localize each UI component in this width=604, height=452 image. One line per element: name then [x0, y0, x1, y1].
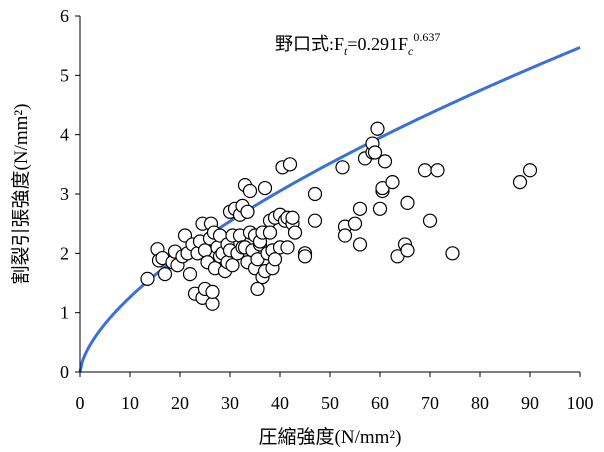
data-point	[400, 243, 415, 258]
data-point	[182, 267, 198, 282]
fit-curve-label: 野口式:Ft=0.291Fc0.637	[275, 30, 440, 58]
data-point	[430, 163, 445, 178]
data-point	[267, 252, 283, 267]
x-axis-title: 圧縮強度(N/mm²)	[259, 426, 402, 448]
x-tick-label: 100	[567, 393, 594, 413]
y-axis-ticks: 0 1 2 3 4 5 6	[60, 6, 80, 382]
data-point	[205, 284, 220, 299]
data-point	[240, 204, 255, 219]
y-tick-label: 1	[60, 303, 69, 323]
curve-label-sup: 0.637	[413, 30, 440, 44]
data-point	[280, 240, 295, 255]
data-point	[347, 216, 363, 231]
data-point	[225, 258, 240, 273]
data-point	[522, 163, 538, 178]
curve-label-sub2: c	[408, 44, 414, 58]
data-point	[257, 180, 273, 196]
data-point	[157, 267, 173, 282]
data-point	[250, 281, 265, 297]
x-tick-label: 0	[76, 393, 85, 413]
curve-label-sub1: t	[344, 44, 348, 58]
data-point	[287, 225, 303, 240]
y-tick-label: 0	[60, 362, 69, 382]
y-tick-label: 6	[60, 6, 69, 26]
data-point	[400, 195, 415, 210]
data-point	[417, 163, 433, 178]
y-tick-label: 3	[60, 184, 69, 204]
x-tick-label: 10	[121, 393, 139, 413]
y-tick-label: 4	[60, 125, 69, 145]
curve-label-prefix: 野口式:F	[275, 34, 344, 54]
data-point	[385, 175, 400, 190]
data-point	[205, 296, 220, 311]
data-point	[352, 237, 368, 252]
data-point	[242, 183, 258, 199]
data-point	[262, 225, 278, 240]
curve-label-mid: =0.291F	[347, 34, 408, 54]
data-point	[372, 201, 388, 216]
data-point	[370, 121, 385, 136]
data-point	[335, 160, 350, 175]
data-point	[140, 271, 155, 286]
x-tick-label: 80	[471, 393, 489, 413]
data-point	[282, 157, 298, 172]
x-tick-label: 60	[371, 393, 389, 413]
data-point	[367, 145, 383, 160]
x-tick-label: 20	[171, 393, 189, 413]
data-point	[297, 249, 313, 264]
data-point	[197, 243, 213, 258]
data-point	[512, 175, 528, 190]
data-point	[377, 154, 393, 169]
x-tick-label: 40	[271, 393, 289, 413]
x-axis-ticks: 0 10 20 30 40 50 60 70 80 90 100	[76, 372, 594, 413]
x-tick-label: 30	[221, 393, 239, 413]
data-point	[307, 213, 323, 228]
data-point	[307, 186, 323, 202]
x-tick-label: 70	[421, 393, 439, 413]
data-point	[337, 228, 353, 243]
y-axis-title: 割裂引張強度(N/mm²)	[10, 104, 32, 285]
data-point	[445, 246, 460, 261]
x-tick-label: 50	[321, 393, 339, 413]
fit-curve-line	[78, 46, 581, 373]
x-tick-label: 90	[521, 393, 539, 413]
data-point	[285, 210, 300, 225]
data-points	[140, 121, 538, 311]
y-tick-label: 2	[60, 243, 69, 263]
data-point	[422, 213, 438, 228]
data-point	[352, 201, 368, 216]
y-tick-label: 5	[60, 65, 69, 85]
